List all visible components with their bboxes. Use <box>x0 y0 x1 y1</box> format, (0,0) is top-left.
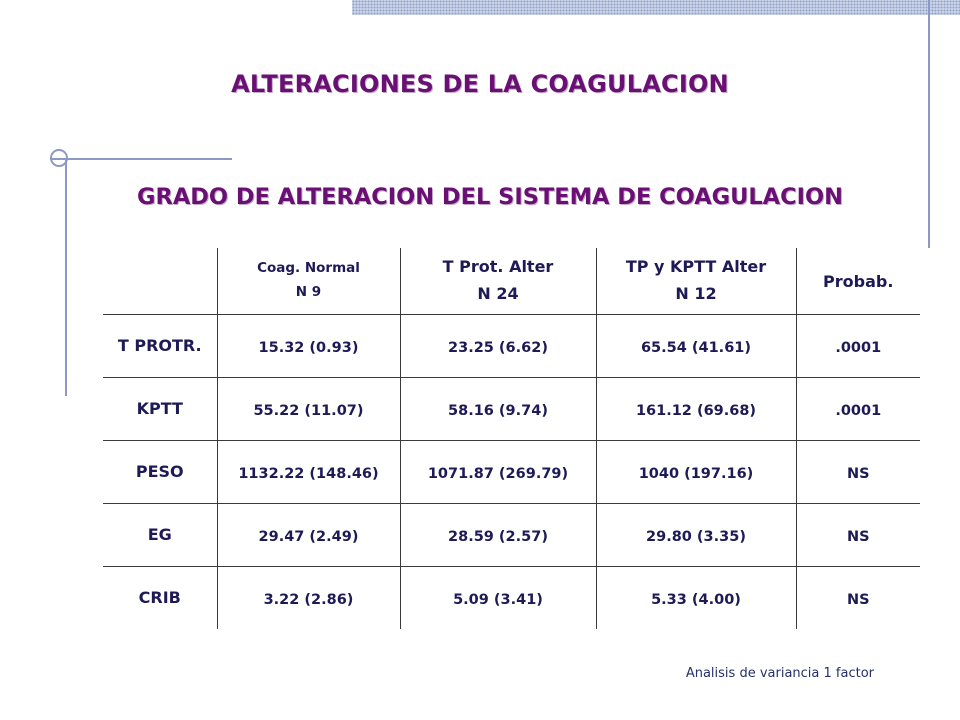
cell-value: NS <box>846 528 870 545</box>
cell-value: 1132.22 (148.46) <box>238 465 379 482</box>
table-cell: 1132.22 (148.46) <box>216 440 400 504</box>
cell-value: NS <box>846 465 870 482</box>
table-cell: 58.16 (9.74) <box>399 377 596 441</box>
decorative-dotted-band <box>352 0 960 15</box>
table-cell: NS <box>795 440 920 504</box>
header-col-t-prot-alter: T Prot. Alter N 24 <box>399 248 596 315</box>
cell-value: 161.12 (69.68) <box>635 402 757 419</box>
cell-value: 23.25 (6.62) <box>448 339 548 356</box>
header-col-label: Coag. Normal <box>257 260 360 277</box>
table-cell: 55.22 (11.07) <box>216 377 400 441</box>
header-col-label: Probab. <box>823 271 894 291</box>
header-col-n: N 9 <box>295 284 322 300</box>
decorative-horizontal-line <box>50 158 232 160</box>
data-table: Coag. Normal N 9 T Prot. Alter N 24 TP y… <box>103 248 920 629</box>
cell-value: 15.32 (0.93) <box>258 339 359 356</box>
cell-value: 29.80 (3.35) <box>646 528 746 545</box>
cell-value: 1040 (197.16) <box>638 465 754 482</box>
decorative-vertical-line-left <box>65 158 67 396</box>
table-row: KPTT 55.22 (11.07) 58.16 (9.74) 161.12 (… <box>103 377 920 441</box>
table-row: EG 29.47 (2.49) 28.59 (2.57) 29.80 (3.35… <box>103 503 920 567</box>
row-label-cell: PESO <box>103 440 217 504</box>
row-label: PESO <box>135 462 184 481</box>
table-cell: 28.59 (2.57) <box>399 503 596 567</box>
table-row: T PROTR. 15.32 (0.93) 23.25 (6.62) 65.54… <box>103 314 920 378</box>
cell-value: 1071.87 (269.79) <box>427 465 569 482</box>
header-col-probab: Probab. <box>795 248 920 315</box>
table-cell: 23.25 (6.62) <box>399 314 596 378</box>
table-header-row: Coag. Normal N 9 T Prot. Alter N 24 TP y… <box>103 248 920 315</box>
decorative-circle <box>50 149 68 167</box>
table-row: PESO 1132.22 (148.46) 1071.87 (269.79) 1… <box>103 440 920 504</box>
row-label: KPTT <box>136 399 183 418</box>
table-cell: 1040 (197.16) <box>595 440 796 504</box>
header-col-n: N 12 <box>675 284 717 303</box>
table-cell: 29.80 (3.35) <box>595 503 796 567</box>
cell-value: 55.22 (11.07) <box>253 402 364 419</box>
row-label: T PROTR. <box>117 336 202 355</box>
header-col-label: TP y KPTT Alter <box>625 257 767 277</box>
cell-value: 29.47 (2.49) <box>258 528 359 545</box>
table-cell: 5.09 (3.41) <box>399 566 596 629</box>
decorative-vertical-line-right <box>928 0 930 248</box>
row-label-cell: CRIB <box>103 566 217 629</box>
cell-value: .0001 <box>835 402 882 419</box>
cell-value: NS <box>846 591 870 608</box>
header-col-label: T Prot. Alter <box>442 257 554 277</box>
cell-value: 28.59 (2.57) <box>448 528 548 545</box>
table-cell: 65.54 (41.61) <box>595 314 796 378</box>
row-label-cell: KPTT <box>103 377 217 441</box>
table-cell: 1071.87 (269.79) <box>399 440 596 504</box>
table-cell: .0001 <box>795 314 920 378</box>
table-cell: NS <box>795 566 920 629</box>
cell-value: .0001 <box>835 339 882 356</box>
slide-subtitle: GRADO DE ALTERACION DEL SISTEMA DE COAGU… <box>137 184 843 210</box>
header-col-tp-kptt-alter: TP y KPTT Alter N 12 <box>595 248 796 315</box>
header-col-n: N 24 <box>477 284 519 303</box>
table-cell: NS <box>795 503 920 567</box>
cell-value: 58.16 (9.74) <box>448 402 548 419</box>
cell-value: 5.33 (4.00) <box>651 591 741 608</box>
header-col-coag-normal: Coag. Normal N 9 <box>216 248 400 315</box>
slide-title: ALTERACIONES DE LA COAGULACION <box>231 70 729 98</box>
row-label-cell: EG <box>103 503 217 567</box>
row-label: EG <box>147 525 172 544</box>
footnote: Analisis de variancia 1 factor <box>685 666 874 681</box>
table-cell: 161.12 (69.68) <box>595 377 796 441</box>
row-label-cell: T PROTR. <box>103 314 217 378</box>
cell-value: 65.54 (41.61) <box>640 339 752 356</box>
cell-value: 3.22 (2.86) <box>263 591 354 608</box>
row-label: CRIB <box>138 588 181 607</box>
table-cell: 15.32 (0.93) <box>216 314 400 378</box>
header-corner-cell <box>103 248 217 315</box>
cell-value: 5.09 (3.41) <box>453 591 543 608</box>
table-row: CRIB 3.22 (2.86) 5.09 (3.41) 5.33 (4.00)… <box>103 566 920 629</box>
table-cell: 29.47 (2.49) <box>216 503 400 567</box>
table-cell: 3.22 (2.86) <box>216 566 400 629</box>
table-cell: .0001 <box>795 377 920 441</box>
table-cell: 5.33 (4.00) <box>595 566 796 629</box>
